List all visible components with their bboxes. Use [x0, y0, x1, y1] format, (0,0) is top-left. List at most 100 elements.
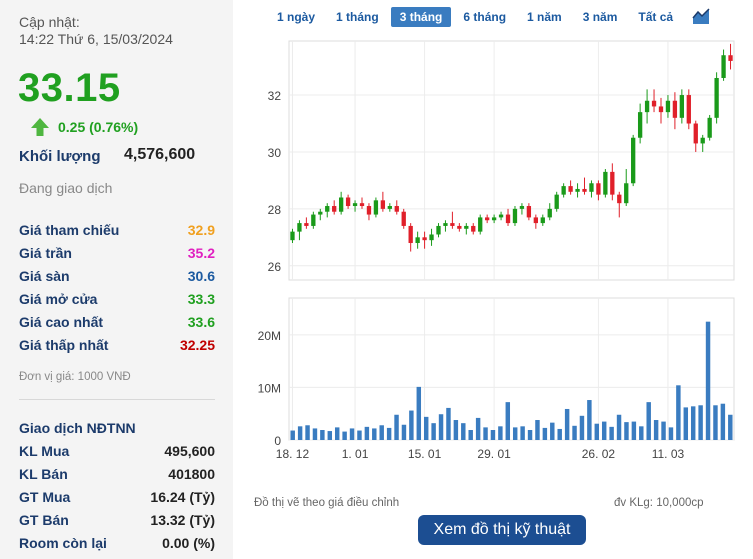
candle-body: [450, 223, 455, 226]
quote-panel: Cập nhật: 14:22 Thứ 6, 15/03/2024 33.15 …: [0, 0, 233, 559]
price-row-label: Giá mở cửa: [19, 291, 98, 307]
volume-bar: [631, 421, 637, 440]
candle-body: [575, 188, 580, 192]
volume-tick-label: 10M: [258, 381, 281, 395]
date-tick-label: 18. 12: [276, 447, 310, 461]
tab-6-months[interactable]: 6 tháng: [463, 10, 507, 24]
volume-bar: [668, 427, 674, 440]
tab-1-day[interactable]: 1 ngày: [277, 10, 316, 24]
candle-body: [519, 206, 525, 209]
price-change: 0.25 (0.76%): [30, 117, 138, 137]
date-tick-label: 11. 03: [652, 447, 685, 461]
foreign-row: KL Bán 401800: [19, 466, 215, 482]
foreign-row: Room còn lại 0.00 (%): [19, 535, 215, 551]
date-tick-label: 1. 01: [342, 447, 369, 461]
candle-body: [394, 206, 399, 212]
candle-body: [401, 211, 406, 226]
volume-bar: [446, 407, 451, 440]
chart-adjusted-note: Đồ thị vẽ theo giá điều chỉnh: [254, 497, 400, 509]
candle-body: [714, 77, 719, 118]
tab-1-year[interactable]: 1 năm: [527, 10, 562, 24]
volume-bar: [312, 428, 318, 440]
foreign-row-value: 13.32 (Tỷ): [150, 512, 215, 528]
candle-body: [422, 237, 427, 241]
tab-all[interactable]: Tất cả: [638, 10, 674, 24]
price-row-value: 35.2: [187, 245, 215, 261]
price-row-high: Giá cao nhất 33.6: [19, 314, 215, 330]
volume-bar: [349, 428, 355, 440]
volume-bar: [616, 414, 622, 440]
chart-icon[interactable]: [691, 6, 711, 26]
price-tick-label: 28: [268, 203, 282, 217]
candle-body: [658, 106, 664, 113]
candle-body: [610, 171, 615, 195]
volume-bar: [468, 430, 473, 440]
price-row-value: 33.6: [187, 314, 215, 330]
price-tick-label: 30: [268, 146, 282, 160]
volume-bar: [594, 423, 600, 440]
volume-bar: [728, 414, 733, 440]
price-row-value: 33.3: [187, 291, 215, 307]
volume-bar: [423, 416, 429, 440]
foreign-row-label: KL Mua: [19, 443, 70, 459]
candle-body: [554, 194, 559, 209]
price-tick-label: 26: [268, 260, 282, 274]
technical-chart-button[interactable]: Xem đồ thị kỹ thuật: [418, 515, 586, 545]
price-chart: 26 28 30 32 0 10M 20M 18. 12 1. 01 15. 01 29. 01 26…: [258, 40, 735, 461]
tab-3-months[interactable]: 3 tháng: [390, 7, 452, 27]
volume-bar: [438, 414, 444, 440]
candle-body: [568, 186, 573, 192]
candle-body: [624, 183, 629, 204]
volume-unit-note: đv KLg: 10,000cp: [614, 497, 704, 509]
candle-body: [436, 225, 441, 235]
price-row-label: Giá thấp nhất: [19, 337, 109, 353]
candle-body: [345, 197, 351, 207]
volume-bar: [639, 426, 644, 440]
volume-bar: [305, 425, 310, 440]
volume-bar: [520, 426, 525, 440]
candle-body: [561, 186, 566, 195]
volume-bar: [327, 431, 333, 440]
price-unit-note: Đơn vị giá: 1000 VNĐ: [19, 371, 131, 383]
volume-bar: [713, 405, 718, 440]
candle-body: [338, 197, 344, 212]
volume-tick-label: 20M: [258, 329, 281, 343]
volume-bar: [483, 427, 488, 440]
candle-body: [464, 225, 469, 229]
candle-body: [325, 206, 330, 212]
candle-body: [387, 206, 392, 209]
volume-bar: [379, 425, 384, 440]
foreign-row-value: 16.24 (Tỷ): [150, 489, 215, 505]
foreign-row-label: Room còn lại: [19, 535, 107, 551]
candle-body: [644, 100, 650, 113]
volume-bar: [512, 427, 518, 440]
volume-bar: [653, 420, 659, 440]
date-tick-label: 29. 01: [477, 447, 511, 461]
volume-bar: [564, 408, 570, 440]
price-row-label: Giá trần: [19, 245, 72, 261]
candle-body: [693, 123, 698, 144]
candle-body: [728, 55, 733, 61]
tab-3-years[interactable]: 3 năm: [582, 10, 618, 24]
price-row-ceiling: Giá trần 35.2: [19, 245, 215, 261]
volume-bar: [297, 426, 303, 440]
candle-body: [297, 223, 302, 232]
volume-tick-label: 0: [274, 434, 281, 448]
volume-value: 4,576,600: [124, 146, 196, 163]
volume-bar: [386, 427, 392, 440]
volume-bar: [475, 417, 481, 440]
volume-bar: [490, 430, 496, 440]
volume-bar: [364, 426, 370, 440]
foreign-row-value: 0.00 (%): [162, 535, 215, 551]
volume-bar: [720, 403, 726, 440]
volume-bar: [334, 427, 340, 440]
volume-bar: [542, 427, 548, 440]
volume-bar: [683, 407, 689, 440]
foreign-row-value: 401800: [168, 466, 215, 482]
volume-bar: [498, 426, 503, 440]
volume-bar: [705, 321, 711, 440]
tab-1-month[interactable]: 1 tháng: [336, 10, 379, 24]
volume-bar: [431, 423, 436, 440]
price-row-value: 32.25: [179, 337, 215, 353]
candle-body: [366, 206, 372, 215]
